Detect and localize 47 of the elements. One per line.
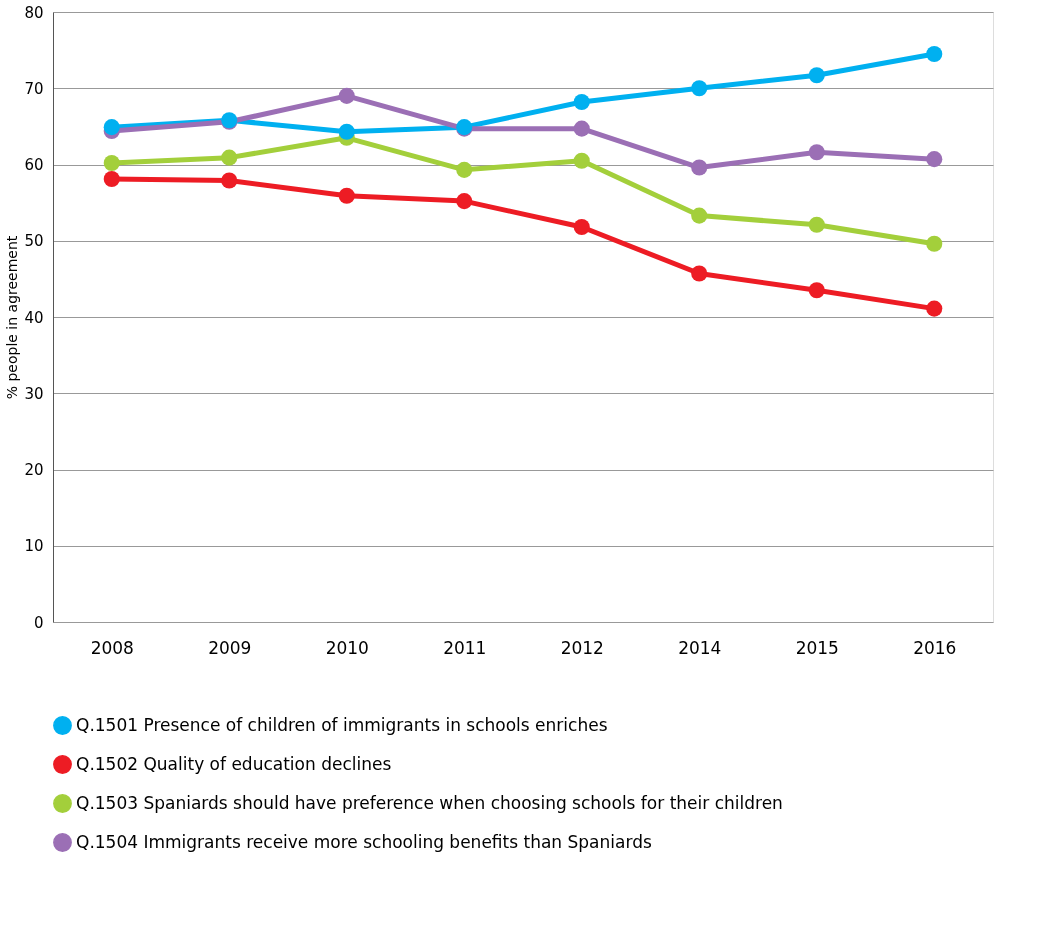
x-tick-label: 2015 [795, 637, 839, 658]
point [926, 151, 943, 168]
legend-label: Q.1501 Presence of children of immigrants in schools enriches [76, 714, 608, 735]
point [691, 80, 708, 97]
point [808, 67, 825, 84]
x-tick-label: 2012 [560, 637, 604, 658]
point [926, 45, 943, 62]
point [221, 172, 238, 189]
point [691, 207, 708, 224]
y-tick-label: 80 [24, 3, 44, 22]
y-tick-label: 70 [24, 79, 44, 98]
point [926, 235, 943, 252]
point [103, 170, 120, 188]
x-tick-label: 2008 [90, 637, 134, 658]
legend-label: Q.1504 Immigrants receive more schooling benefits than Spaniards [76, 831, 652, 852]
point [338, 187, 355, 204]
y-tick-label: 60 [24, 156, 44, 174]
x-tick-label: 2014 [678, 637, 722, 658]
point [691, 265, 708, 282]
point [573, 218, 590, 236]
point [338, 87, 355, 104]
point [926, 300, 943, 317]
x-tick-label: 2009 [208, 637, 252, 658]
x-tick-label: 2011 [443, 637, 487, 658]
point [456, 193, 473, 210]
point [456, 161, 473, 178]
y-tick-label: 30 [24, 384, 44, 403]
point [338, 123, 355, 140]
point [573, 152, 590, 169]
legend-label: Q.1502 Quality of education declines [76, 753, 392, 774]
point [221, 149, 238, 166]
point [808, 216, 825, 233]
x-tick-label: 2016 [913, 637, 957, 658]
x-tick-label: 2010 [325, 637, 369, 658]
point [103, 154, 120, 172]
y-tick-label: 50 [24, 232, 44, 251]
y-axis-title: % people in agreement [4, 235, 21, 400]
y-tick-label: 0 [33, 613, 44, 632]
point [573, 93, 590, 111]
y-tick-label: 40 [24, 308, 44, 327]
point [808, 144, 825, 161]
legend-label: Q.1503 Spaniards should have preference when choosing schools for their children [76, 792, 783, 813]
y-tick-label: 10 [24, 537, 44, 556]
point [573, 120, 590, 137]
point [808, 282, 825, 299]
y-tick-label: 20 [24, 461, 44, 479]
point [691, 159, 708, 176]
